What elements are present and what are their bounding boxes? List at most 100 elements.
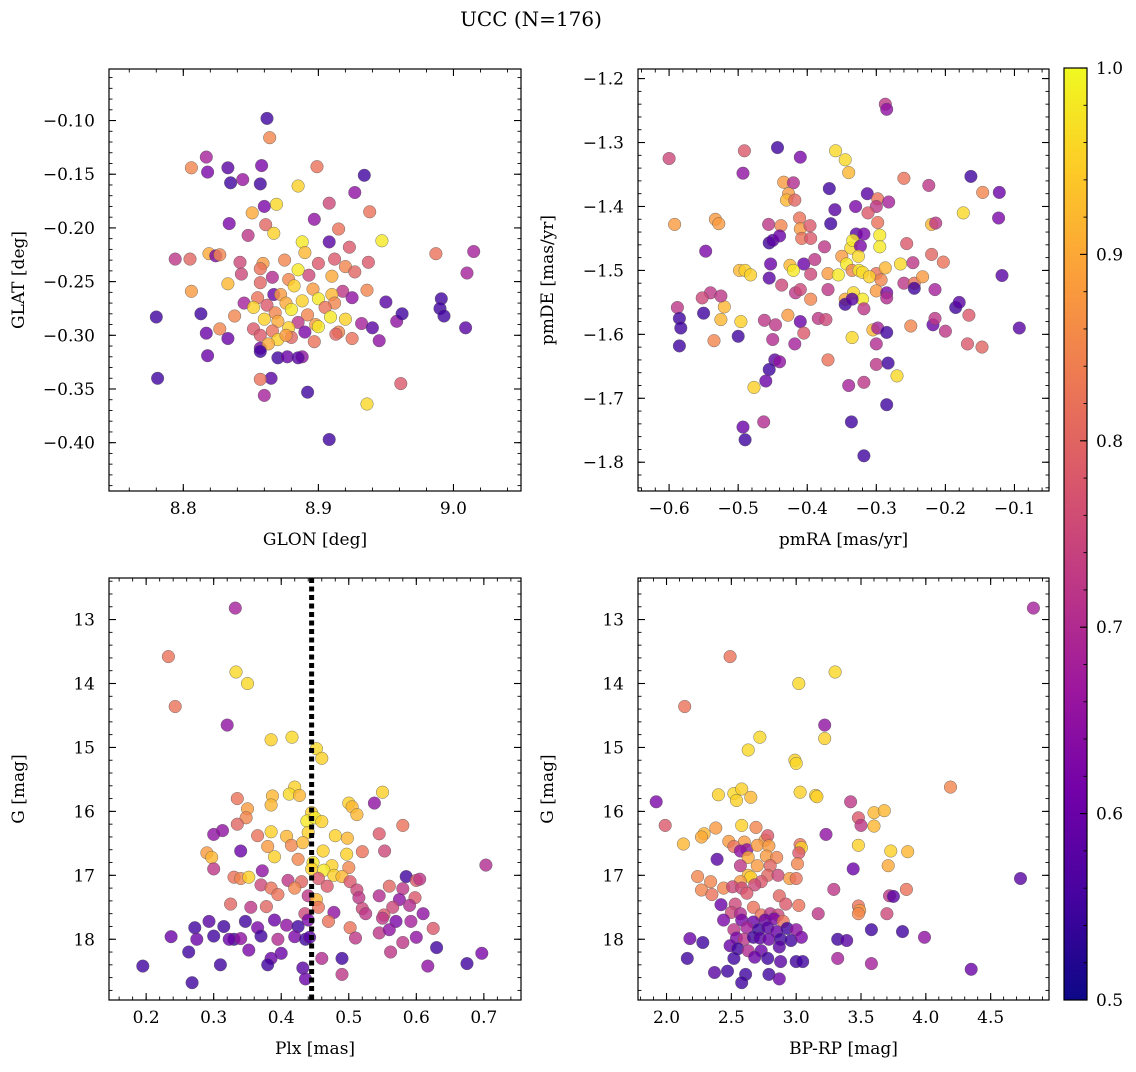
scatter-point: [202, 914, 216, 928]
scatter-point: [804, 231, 818, 245]
scatter-point: [766, 333, 780, 347]
scatter-point: [222, 217, 236, 231]
scatter-point: [797, 257, 811, 271]
scatter-point: [880, 102, 894, 116]
scatter-point: [430, 941, 444, 955]
y-tick-label: −1.4: [583, 197, 624, 217]
scatter-point: [396, 936, 410, 950]
scatter-point: [772, 972, 786, 986]
scatter-point: [844, 415, 858, 429]
scatter-point: [709, 821, 723, 835]
colorbar-tick-label: 0.6: [1096, 805, 1123, 825]
y-tick-label: −1.3: [583, 134, 624, 154]
scatter-point: [261, 840, 275, 854]
scatter-point: [880, 291, 894, 305]
scatter-point: [857, 375, 871, 389]
scatter-point: [372, 334, 386, 348]
scatter-point: [291, 263, 305, 277]
scatter-point: [762, 363, 776, 377]
scatter-point: [301, 385, 315, 399]
scatter-point: [261, 958, 275, 972]
scatter-point: [345, 332, 359, 346]
scatter-point: [413, 872, 427, 886]
scatter-point: [205, 850, 219, 864]
scatter-point: [723, 650, 737, 664]
axes-frame: [108, 68, 522, 492]
scatter-point: [992, 211, 1006, 225]
scatter-point: [741, 743, 755, 757]
scatter-point: [161, 650, 175, 664]
scatter-point: [851, 838, 865, 852]
scatter-point: [437, 309, 451, 323]
scatter-point: [749, 820, 763, 834]
scatter-point: [396, 818, 410, 832]
scatter-point: [365, 321, 379, 335]
scatter-point: [699, 244, 713, 258]
scatter-point: [869, 337, 883, 351]
scatter-point: [253, 328, 267, 342]
scatter-point: [270, 197, 284, 211]
x-tick-label: 3.0: [783, 1008, 810, 1028]
x-tick-label: 0.4: [268, 1008, 295, 1028]
scatter-point: [821, 353, 835, 367]
scatter-point: [867, 819, 881, 833]
scatter-point: [793, 785, 807, 799]
scatter-point: [900, 237, 914, 251]
scatter-point: [194, 307, 208, 321]
scatter-point: [460, 266, 474, 280]
scatter-point: [792, 846, 806, 860]
scatter-point: [695, 830, 709, 844]
scatter-point: [649, 795, 663, 809]
scatter-point: [253, 344, 267, 358]
y-tick-label: 18: [602, 930, 624, 950]
y-tick-label: 16: [73, 802, 95, 822]
scatter-point: [376, 785, 390, 799]
scatter-point: [901, 845, 915, 859]
scatter-point: [296, 836, 310, 850]
scatter-point: [845, 292, 859, 306]
scatter-point: [708, 966, 722, 980]
scatter-point: [961, 337, 975, 351]
x-tick-label: 0.6: [403, 1008, 430, 1028]
x-tick-label: 8.9: [305, 499, 332, 519]
scatter-point: [995, 269, 1009, 283]
scatter-point: [168, 252, 182, 266]
scatter-point: [793, 315, 807, 329]
points: [662, 97, 1026, 463]
scatter-point: [899, 882, 913, 896]
scatter-point: [201, 165, 215, 179]
y-tick-label: −1.2: [583, 70, 624, 90]
scatter-point: [259, 218, 273, 232]
scatter-point: [896, 925, 910, 939]
scatter-point: [797, 326, 811, 340]
scatter-point: [325, 269, 339, 283]
scatter-point: [350, 808, 364, 822]
scatter-point: [183, 252, 197, 266]
scatter-point: [886, 889, 900, 903]
points: [149, 111, 481, 447]
scatter-point: [735, 818, 749, 832]
scatter-point: [363, 205, 377, 219]
scatter-point: [184, 284, 198, 298]
scatter-point: [904, 319, 918, 333]
scatter-point: [803, 219, 817, 233]
scatter-point: [301, 913, 315, 927]
scatter-point: [786, 176, 800, 190]
scatter-point: [747, 380, 761, 394]
scatter-point: [662, 151, 676, 165]
scatter-point: [822, 182, 836, 196]
scatter-point: [257, 199, 271, 213]
scatter-point: [311, 320, 325, 334]
scatter-point: [224, 176, 238, 190]
x-tick-label: −0.5: [718, 499, 759, 519]
scatter-point: [791, 857, 805, 871]
scatter-point: [298, 246, 312, 260]
scatter-point: [260, 111, 274, 125]
scatter-point: [794, 930, 808, 944]
scatter-point: [829, 144, 843, 158]
scatter-point: [288, 881, 302, 895]
scatter-point: [242, 870, 256, 884]
scatter-point: [355, 845, 369, 859]
scatter-point: [322, 914, 336, 928]
scatter-point: [792, 898, 806, 912]
